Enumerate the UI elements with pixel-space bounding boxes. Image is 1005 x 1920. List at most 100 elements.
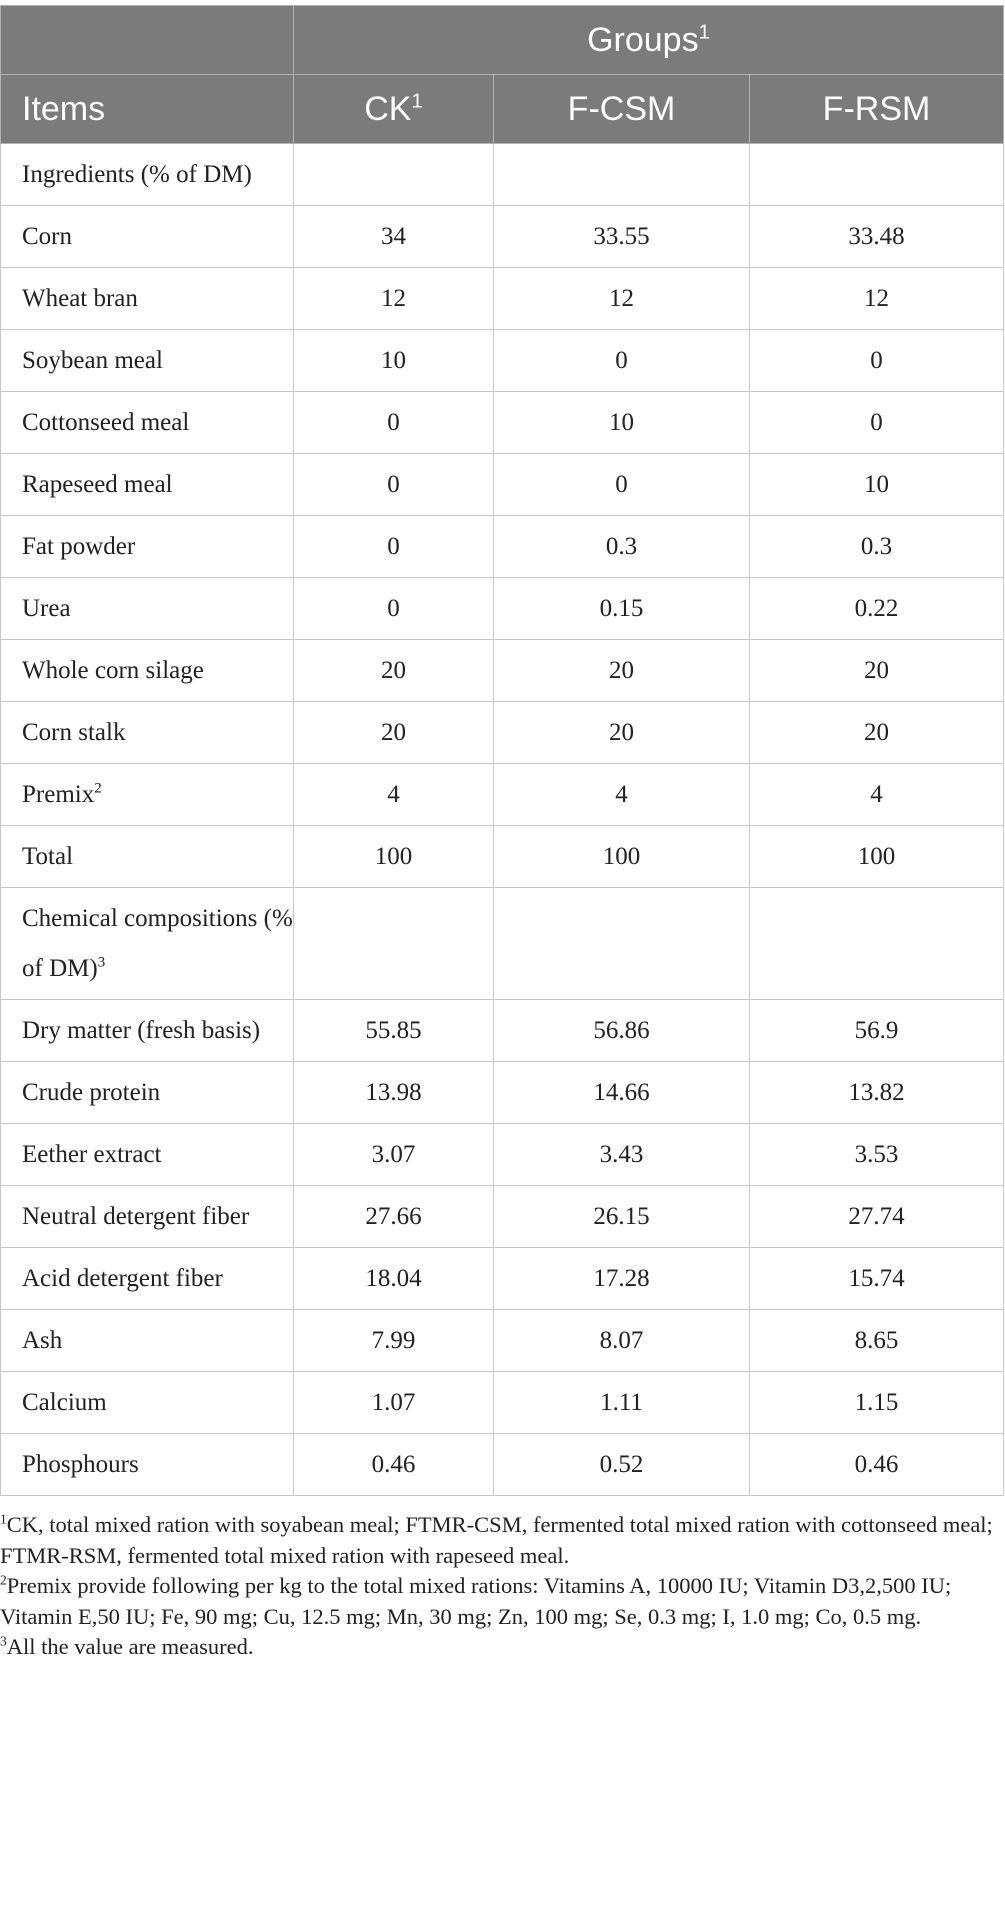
value: 3.43 [599,1141,644,1168]
item-cell: Eether extract [0,1123,294,1186]
groups-label: Groups [587,21,699,59]
value-cell [293,143,494,206]
item-cell: Calcium [0,1371,294,1434]
value: 0.46 [371,1451,416,1478]
value-cell: 0 [293,577,494,640]
value: 13.82 [848,1079,905,1106]
value-cell: 27.74 [749,1185,1004,1248]
value-cell [749,887,1004,1000]
column-label: F-RSM [822,90,931,128]
value-cell: 0 [293,391,494,454]
table-row: Rapeseed meal 0 0 10 [0,453,1004,516]
item-label: Wheat bran [22,285,138,312]
value-cell: 20 [493,639,750,702]
value-cell: 0.3 [493,515,750,578]
value-cell: 18.04 [293,1247,494,1310]
value: 34 [381,223,406,250]
value: 3.07 [371,1141,416,1168]
column-header: F-CSM [493,74,750,144]
value-cell: 1.11 [493,1371,750,1434]
footnote-mark: 2 [94,780,102,797]
table-row: Ingredients (% of DM) [0,143,1004,206]
value-cell [749,143,1004,206]
table-body: Ingredients (% of DM) Corn 34 33.55 33.48 Whe… [0,143,1004,1496]
value: 100 [857,843,896,870]
table-row: Fat powder 0 0.3 0.3 [0,515,1004,578]
footnote-text: CK, total mixed ration with soyabean mea… [0,1512,993,1568]
value-cell: 10 [293,329,494,392]
value-cell [493,887,750,1000]
item-label: Corn stalk [22,719,126,746]
item-cell: Soybean meal [0,329,294,392]
value: 0 [387,595,400,622]
value: 0.46 [854,1451,899,1478]
value: 14.66 [593,1079,650,1106]
value: 1.07 [371,1389,416,1416]
item-cell: Dry matter (fresh basis) [0,999,294,1062]
value-cell: 56.9 [749,999,1004,1062]
value-cell: 3.07 [293,1123,494,1186]
table-row: Corn stalk 20 20 20 [0,701,1004,764]
value: 4 [387,781,400,808]
value-cell: 7.99 [293,1309,494,1372]
value-cell: 20 [749,701,1004,764]
value: 15.74 [848,1265,905,1292]
table-row: Eether extract 3.07 3.43 3.53 [0,1123,1004,1186]
value-cell: 0.15 [493,577,750,640]
value-cell: 13.98 [293,1061,494,1124]
value-cell: 10 [749,453,1004,516]
value-cell: 55.85 [293,999,494,1062]
footnote: 1CK, total mixed ration with soyabean me… [0,1510,1001,1571]
item-cell: Corn stalk [0,701,294,764]
value: 0 [615,471,628,498]
value-cell: 1.07 [293,1371,494,1434]
value-cell: 8.65 [749,1309,1004,1372]
footnote-mark: 2 [0,1572,7,1588]
item-cell: Urea [0,577,294,640]
item-cell: Whole corn silage [0,639,294,702]
groups-header: Groups1 [293,5,1004,75]
value-cell: 0.3 [749,515,1004,578]
value: 0.22 [854,595,899,622]
item-cell: Fat powder [0,515,294,578]
value-cell [293,887,494,1000]
item-cell: Cottonseed meal [0,391,294,454]
item-cell: Crude protein [0,1061,294,1124]
footnote-text: Premix provide following per kg to the t… [0,1573,952,1629]
footnotes: 1CK, total mixed ration with soyabean me… [0,1510,1005,1663]
header-row: Groups1 [0,5,1004,75]
value: 56.86 [593,1017,650,1044]
value: 1.11 [600,1389,643,1416]
table-row: Urea 0 0.15 0.22 [0,577,1004,640]
value-cell: 26.15 [493,1185,750,1248]
value: 3.53 [854,1141,899,1168]
page: Groups1 Items CK1 F-CSM F-RSM Ingredients (… [0,5,1005,1663]
table-row: Wheat bran 12 12 12 [0,267,1004,330]
column-header: Items [0,74,294,144]
item-cell: Rapeseed meal [0,453,294,516]
item-label: Chemical compositions (% of DM) [22,905,293,982]
value-cell: 4 [749,763,1004,826]
value: 26.15 [593,1203,650,1230]
value: 18.04 [365,1265,422,1292]
value-cell: 0.52 [493,1433,750,1496]
value: 56.9 [854,1017,899,1044]
header-row: Items CK1 F-CSM F-RSM [0,74,1004,144]
item-label: Eether extract [22,1141,162,1168]
footnote: 3All the value are measured. [0,1632,1001,1663]
value: 20 [609,657,634,684]
item-cell: Chemical compositions (% of DM)3 [0,887,294,1000]
value: 33.55 [593,223,650,250]
item-cell: Ingredients (% of DM) [0,143,294,206]
item-cell: Ash [0,1309,294,1372]
value: 1.15 [854,1389,899,1416]
value: 0 [387,409,400,436]
item-label: Acid detergent fiber [22,1265,223,1292]
item-label: Cottonseed meal [22,409,190,436]
value: 12 [381,285,406,312]
table-row: Cottonseed meal 0 10 0 [0,391,1004,454]
item-label: Total [22,843,74,870]
table-row: Corn 34 33.55 33.48 [0,205,1004,268]
item-label: Crude protein [22,1079,161,1106]
value: 10 [864,471,889,498]
